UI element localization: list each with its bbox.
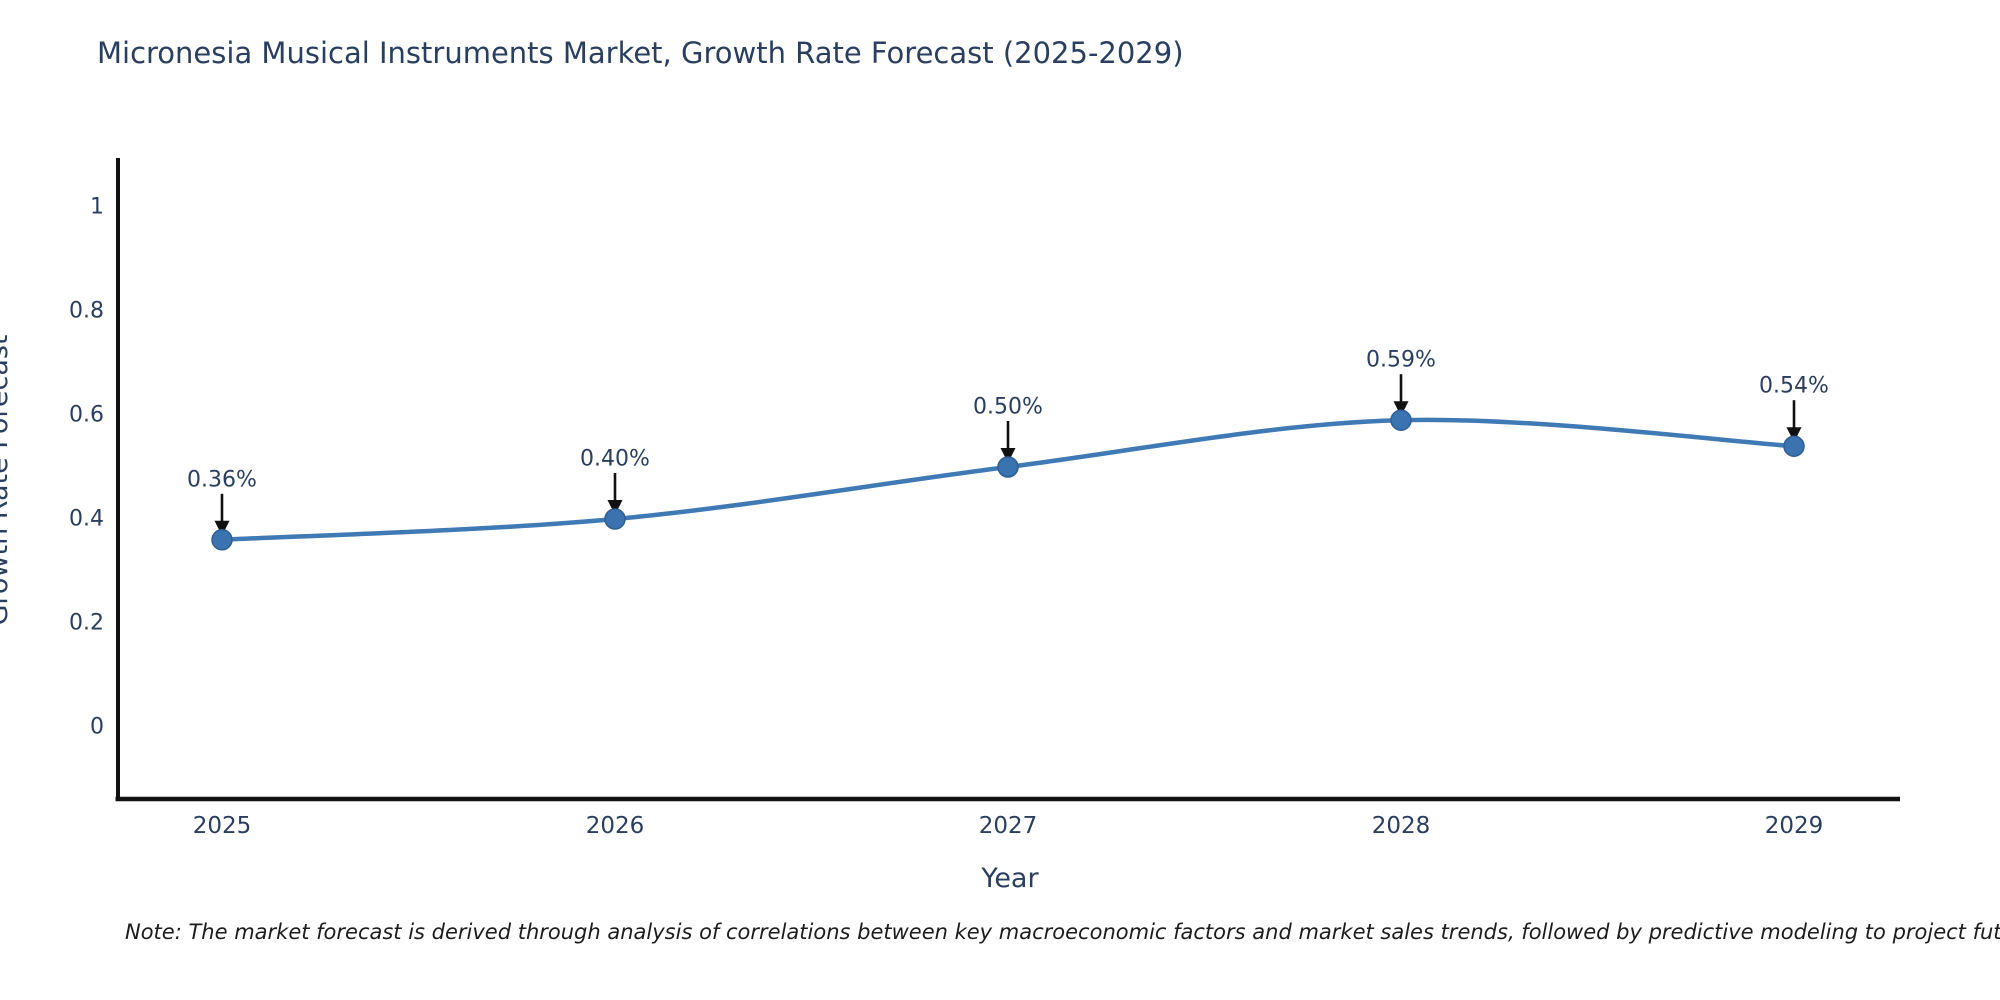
- x-tick-label-2028: 2028: [1371, 813, 1431, 839]
- y-tick-label: 0.6: [69, 402, 104, 428]
- x-axis-title: Year: [981, 863, 1039, 894]
- point-value-label: 0.50%: [973, 394, 1043, 420]
- y-tick-label: 0.2: [69, 610, 104, 636]
- annotation-arrowhead: [1000, 448, 1016, 463]
- annotation-arrowhead: [1786, 427, 1802, 443]
- data-point-marker-2026[interactable]: [604, 508, 626, 530]
- point-value-label: 0.54%: [1759, 373, 1829, 399]
- annotation-arrowhead: [607, 500, 623, 515]
- chart-title: Micronesia Musical Instruments Market, G…: [97, 36, 1184, 70]
- y-tick-label: 1: [90, 194, 104, 220]
- y-tick-label: 0.4: [69, 506, 104, 532]
- data-point-marker-2027[interactable]: [997, 456, 1019, 478]
- x-tick-label-2027: 2027: [978, 813, 1038, 839]
- data-point-marker-2028[interactable]: [1390, 409, 1412, 431]
- point-value-label: 0.36%: [187, 467, 257, 493]
- annotation-arrowhead: [214, 520, 230, 536]
- point-value-label: 0.40%: [580, 446, 650, 472]
- point-value-label: 0.59%: [1366, 347, 1436, 373]
- x-tick-label-2029: 2029: [1764, 813, 1824, 839]
- annotation-arrowhead: [1393, 401, 1409, 417]
- x-tick-label-2026: 2026: [585, 813, 645, 839]
- y-axis-title: Growth Rate Forecast: [0, 334, 14, 626]
- data-point-marker-2029[interactable]: [1783, 435, 1805, 457]
- footnote: Note: The market forecast is derived thr…: [125, 920, 2000, 944]
- x-tick-label-2025: 2025: [192, 813, 252, 839]
- y-tick-label: 0: [90, 714, 104, 740]
- data-point-marker-2025[interactable]: [211, 529, 233, 551]
- y-tick-label: 0.8: [69, 298, 104, 324]
